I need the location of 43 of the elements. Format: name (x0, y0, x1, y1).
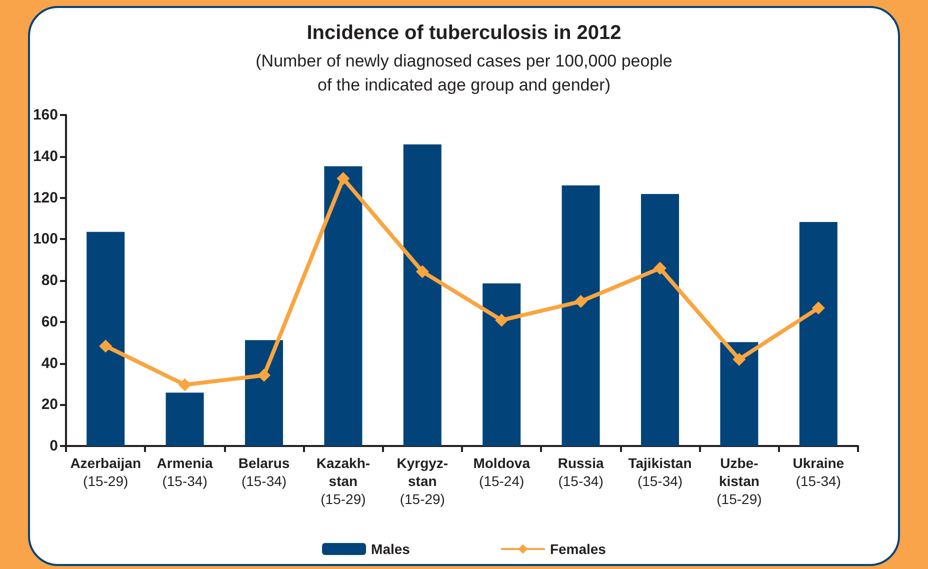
bar (86, 232, 125, 446)
y-tick-label: 160 (32, 106, 58, 124)
bar (324, 166, 362, 446)
x-tick-label: Tajikistan (15-34) (628, 455, 692, 489)
point (812, 302, 825, 315)
point (178, 378, 192, 392)
point (574, 294, 588, 308)
y-tick-label: 140 (32, 148, 58, 165)
bar (403, 144, 442, 446)
legend-label: Males (371, 541, 410, 557)
y-tick-label: 100 (32, 230, 58, 248)
chart-subtitle: (Number of newly diagnosed cases per 100,000 people of the indicated age group and gender) (256, 52, 672, 94)
x-tick-label: Ukraine (15-34) (792, 455, 844, 489)
x-tick-label: Armenia (15-34) (156, 455, 214, 489)
x-tick-label: Russia (15-34) (558, 455, 604, 489)
point (258, 368, 270, 382)
point (416, 265, 429, 278)
y-tick-label: 40 (41, 354, 58, 372)
bar (562, 185, 600, 446)
y-tick-label: 0 (50, 438, 58, 454)
x-tick-label: Kyrgyz- stan (15-29) (396, 455, 448, 507)
y-tick-label: 80 (41, 272, 58, 289)
bar (640, 194, 680, 446)
bar (799, 222, 838, 446)
x-tick-label: Kazakh- stan (15-29) (316, 455, 370, 507)
x-tick-label: Azerbaijan (15-29) (70, 455, 142, 489)
bar (482, 283, 521, 446)
x-tick-label: Belarus (15-34) (238, 455, 290, 489)
bar (166, 392, 204, 446)
y-tick-label: 60 (41, 313, 58, 330)
x-tick-label: Moldova (15-24) (473, 455, 530, 489)
chart-title: Incidence of tuberculosis in 2012 (306, 22, 622, 44)
point (732, 352, 746, 366)
x-tick-label: Uzbe- kistan (15-29) (716, 455, 762, 507)
point (336, 172, 350, 186)
legend-label: Females (550, 541, 606, 557)
point (495, 314, 508, 327)
bar (720, 342, 758, 446)
y-tick-label: 20 (41, 396, 58, 414)
point (654, 262, 666, 275)
y-tick-label: 120 (32, 189, 58, 206)
bar (244, 340, 284, 446)
point (99, 340, 112, 353)
